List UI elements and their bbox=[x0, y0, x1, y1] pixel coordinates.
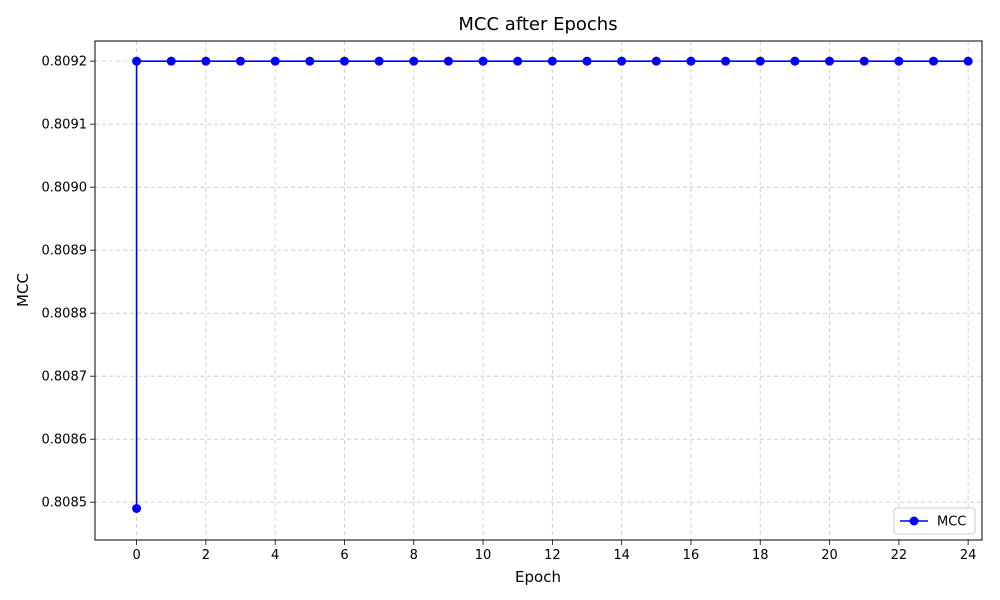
x-tick-label: 0 bbox=[132, 548, 140, 563]
data-point bbox=[166, 56, 176, 66]
data-point bbox=[686, 56, 696, 66]
y-tick-label: 0.8085 bbox=[42, 496, 88, 511]
y-tick-label: 0.8087 bbox=[42, 370, 88, 385]
x-tick-label: 24 bbox=[960, 548, 977, 563]
x-tick-label: 4 bbox=[271, 548, 279, 563]
legend-marker-swatch bbox=[909, 516, 919, 526]
data-point bbox=[339, 56, 349, 66]
data-point bbox=[236, 56, 246, 66]
data-point bbox=[928, 56, 938, 66]
data-point bbox=[478, 56, 488, 66]
data-point bbox=[547, 56, 557, 66]
series-line-mcc bbox=[135, 60, 969, 509]
x-tick-label: 20 bbox=[821, 548, 838, 563]
data-point bbox=[132, 56, 142, 66]
data-point bbox=[270, 56, 280, 66]
data-point bbox=[132, 503, 142, 513]
data-point bbox=[305, 56, 315, 66]
data-point bbox=[374, 56, 384, 66]
data-point bbox=[963, 56, 973, 66]
y-tick-label: 0.8091 bbox=[42, 118, 88, 133]
y-tick-label: 0.8088 bbox=[42, 307, 88, 322]
x-tick-label: 2 bbox=[202, 548, 210, 563]
data-point bbox=[582, 56, 592, 66]
x-tick-label: 18 bbox=[752, 548, 769, 563]
data-point bbox=[755, 56, 765, 66]
x-tick-label: 6 bbox=[340, 548, 348, 563]
data-point bbox=[443, 56, 453, 66]
legend: MCC bbox=[893, 507, 976, 535]
x-axis-label: Epoch bbox=[515, 568, 561, 586]
x-tick-label: 22 bbox=[891, 548, 908, 563]
data-point bbox=[617, 56, 627, 66]
data-point bbox=[651, 56, 661, 66]
data-point bbox=[825, 56, 835, 66]
x-tick-label: 10 bbox=[475, 548, 492, 563]
chart-title: MCC after Epochs bbox=[458, 14, 617, 35]
y-tick-label: 0.8086 bbox=[42, 433, 88, 448]
data-point bbox=[201, 56, 211, 66]
x-tick-label: 14 bbox=[613, 548, 630, 563]
x-tick-label: 16 bbox=[683, 548, 700, 563]
y-tick-label: 0.8092 bbox=[42, 55, 88, 70]
x-tick-label: 12 bbox=[544, 548, 561, 563]
y-tick-label: 0.8089 bbox=[42, 244, 88, 259]
plot-area-frame bbox=[94, 40, 983, 541]
data-point bbox=[859, 56, 869, 66]
legend-box bbox=[893, 507, 976, 535]
data-point bbox=[513, 56, 523, 66]
data-point bbox=[721, 56, 731, 66]
y-axis-ticks: 0.8085 0.8086 0.8087 0.8088 0.8089 0.8090 0.80… bbox=[42, 55, 95, 511]
data-point bbox=[409, 56, 419, 66]
legend-label-mcc: MCC bbox=[937, 515, 966, 530]
data-point bbox=[894, 56, 904, 66]
y-axis-label: MCC bbox=[14, 273, 32, 307]
x-tick-label: 8 bbox=[410, 548, 418, 563]
grid-lines bbox=[95, 41, 982, 540]
y-tick-label: 0.8090 bbox=[42, 181, 88, 196]
data-point bbox=[790, 56, 800, 66]
data-series bbox=[132, 56, 973, 513]
x-axis-ticks: 0 2 4 6 8 10 12 14 16 18 20 22 24 bbox=[132, 540, 976, 563]
